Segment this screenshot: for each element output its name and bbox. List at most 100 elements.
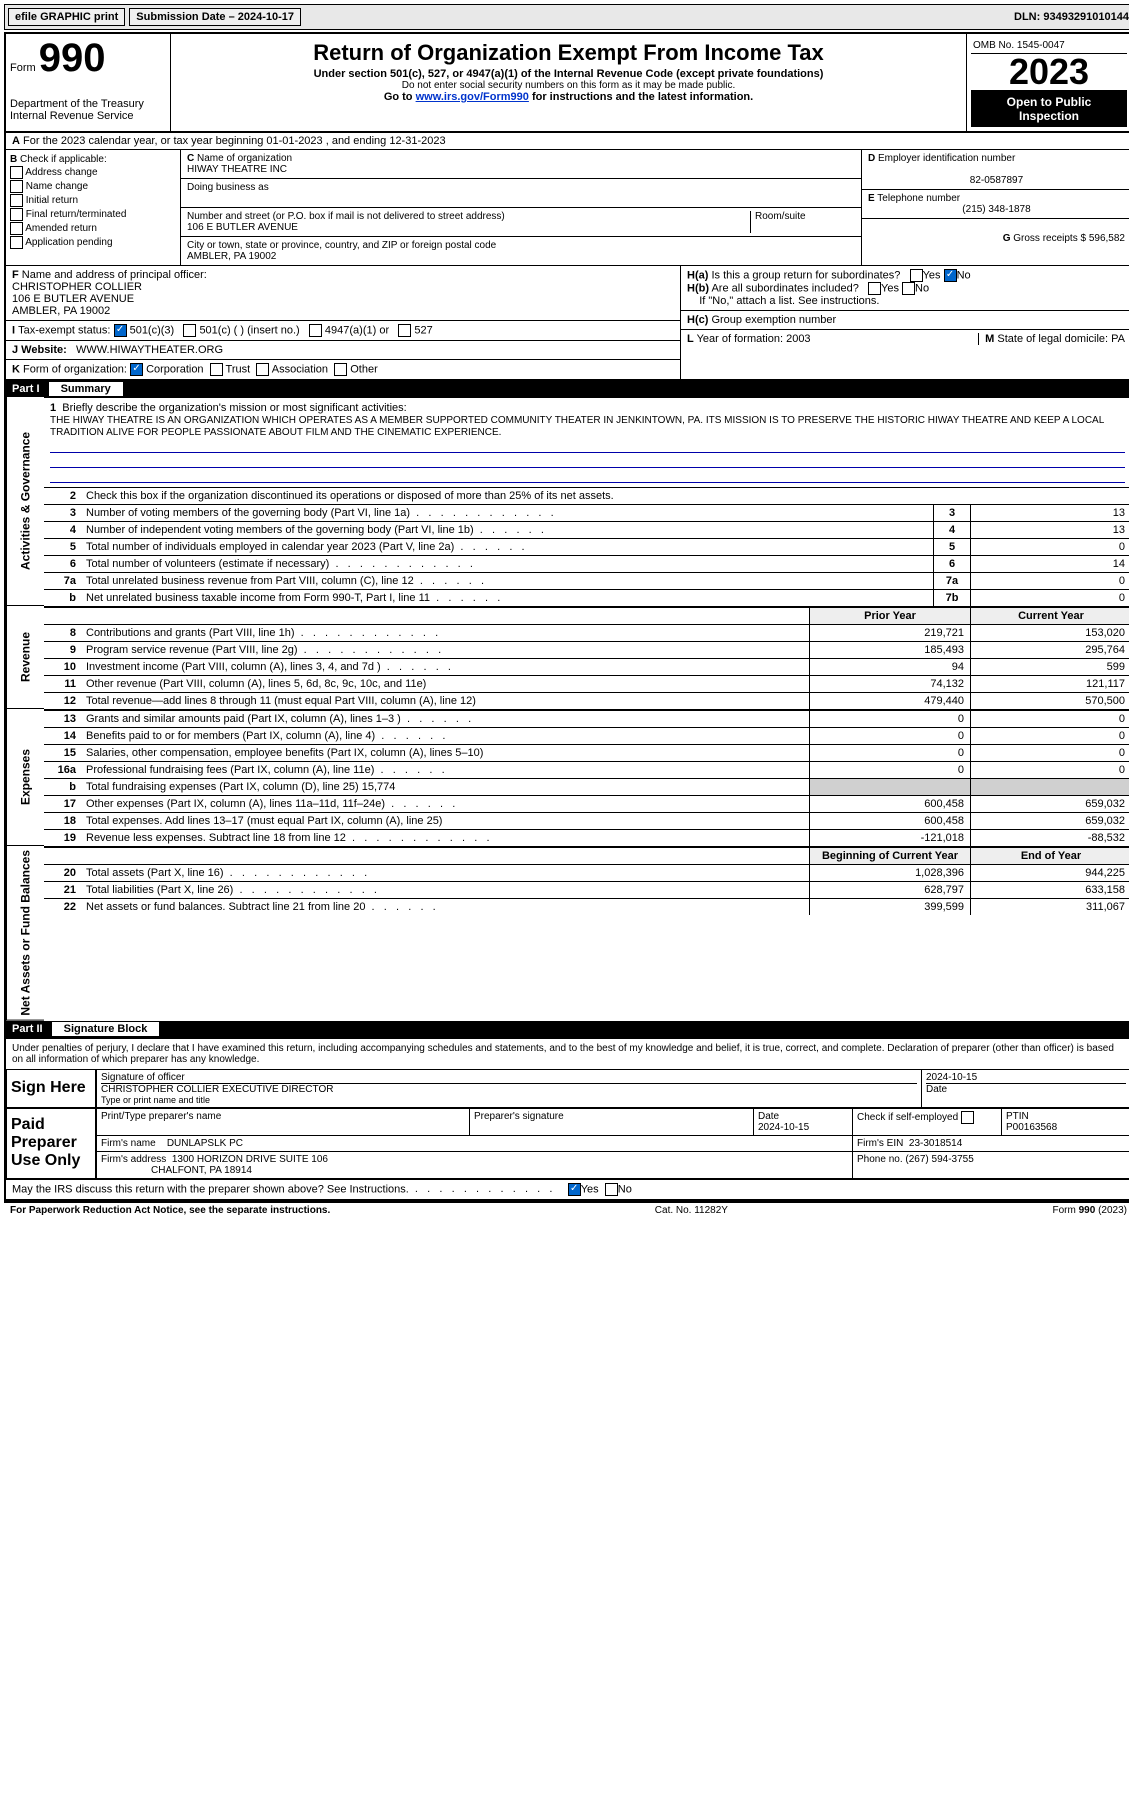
blank-line-3 <box>50 470 1125 483</box>
c20: 944,225 <box>971 865 1129 882</box>
date-label2: Date <box>758 1111 779 1122</box>
i-block: I Tax-exempt status: 501(c)(3) 501(c) ( … <box>6 321 680 341</box>
goto-line: Go to www.irs.gov/Form990 for instructio… <box>175 91 962 103</box>
checkbox-hb-no[interactable] <box>902 282 915 295</box>
l5-text: Total number of individuals employed in … <box>86 541 525 553</box>
n5: 5 <box>934 539 971 556</box>
h-block: H(a) Is this a group return for subordin… <box>681 266 1129 311</box>
gov-table: 2Check this box if the organization disc… <box>44 487 1129 606</box>
n4: 4 <box>934 522 971 539</box>
prior-hdr: Prior Year <box>810 608 971 625</box>
form-ref: Form 990 (2023) <box>1053 1205 1127 1216</box>
p12: 479,440 <box>810 693 971 710</box>
checkbox-corp[interactable] <box>130 363 143 376</box>
room-label: Room/suite <box>755 211 806 222</box>
c8: 153,020 <box>971 625 1129 642</box>
e-tel-block: E Telephone number (215) 348-1878 <box>862 190 1129 219</box>
checkbox-other[interactable] <box>334 363 347 376</box>
checkbox-discuss-no[interactable] <box>605 1183 618 1196</box>
f-name: CHRISTOPHER COLLIER <box>12 281 142 293</box>
checkbox-hb-yes[interactable] <box>868 282 881 295</box>
c21: 633,158 <box>971 882 1129 899</box>
sign-here-table: Sign Here Signature of officer CHRISTOPH… <box>6 1069 1129 1108</box>
k-other: Other <box>350 363 378 375</box>
checkbox-ha-no[interactable] <box>944 269 957 282</box>
col-right: H(a) Is this a group return for subordin… <box>681 266 1129 379</box>
l19-text: Revenue less expenses. Subtract line 18 … <box>86 832 490 844</box>
l16b-text: Total fundraising expenses (Part IX, col… <box>86 781 395 793</box>
top-bar: efile GRAPHIC print Submission Date – 20… <box>4 4 1129 30</box>
vlabel-rev: Revenue <box>6 606 44 709</box>
p15: 0 <box>810 745 971 762</box>
v7b: 0 <box>971 590 1129 607</box>
b-app: Application pending <box>25 237 112 248</box>
paid-label: Paid Preparer Use Only <box>7 1108 97 1178</box>
firm-name-cell: Firm's name DUNLAPSLK PC <box>96 1135 853 1151</box>
hc-block: H(c) Group exemption number <box>681 311 1129 330</box>
checkbox-4947[interactable] <box>309 324 322 337</box>
checkbox-address[interactable] <box>10 166 23 179</box>
checkbox-ha-yes[interactable] <box>910 269 923 282</box>
l7a-text: Total unrelated business revenue from Pa… <box>86 575 484 587</box>
begin-hdr: Beginning of Current Year <box>810 848 971 865</box>
checkbox-discuss-yes[interactable] <box>568 1183 581 1196</box>
form-subtitle: Under section 501(c), 527, or 4947(a)(1)… <box>175 68 962 80</box>
checkbox-501c3[interactable] <box>114 324 127 337</box>
i-a: 4947(a)(1) or <box>325 324 389 336</box>
paid-preparer-table: Paid Preparer Use Only Print/Type prepar… <box>6 1108 1129 1179</box>
row-a-text: For the 2023 calendar year, or tax year … <box>23 135 446 147</box>
p17: 600,458 <box>810 796 971 813</box>
checkbox-527[interactable] <box>398 324 411 337</box>
l7b-text: Net unrelated business taxable income fr… <box>86 592 500 604</box>
p11: 74,132 <box>810 676 971 693</box>
checkbox-self-emp[interactable] <box>961 1111 974 1124</box>
submission-date-button[interactable]: Submission Date – 2024-10-17 <box>129 8 301 26</box>
c16b <box>971 779 1129 796</box>
tax-year: 2023 <box>971 54 1127 91</box>
checkbox-initial[interactable] <box>10 194 23 207</box>
summary-grid: Activities & Governance 1 Briefly descri… <box>6 397 1129 1021</box>
p19: -121,018 <box>810 830 971 847</box>
blank-line-1 <box>50 440 1125 453</box>
part1-title: Summary <box>49 382 123 396</box>
p22: 399,599 <box>810 899 971 916</box>
checkbox-app[interactable] <box>10 236 23 249</box>
i-c3: 501(c)(3) <box>130 324 175 336</box>
ein-value: 82-0587897 <box>868 175 1125 186</box>
irs-link[interactable]: www.irs.gov/Form990 <box>416 91 529 103</box>
checkbox-name[interactable] <box>10 180 23 193</box>
sig-date: 2024-10-15 <box>926 1072 1126 1084</box>
c10: 599 <box>971 659 1129 676</box>
firm-ein: 23-3018514 <box>909 1138 962 1149</box>
lm-block: L Year of formation: 2003 M State of leg… <box>681 330 1129 348</box>
efile-button[interactable]: efile GRAPHIC print <box>8 8 125 26</box>
prep-name-label: Print/Type preparer's name <box>101 1111 221 1122</box>
ptin-value: P00163568 <box>1006 1122 1057 1133</box>
exp-table: 13Grants and similar amounts paid (Part … <box>44 710 1129 846</box>
tel-value: (215) 348-1878 <box>868 204 1125 215</box>
l14-text: Benefits paid to or for members (Part IX… <box>86 730 445 742</box>
l15-text: Salaries, other compensation, employee b… <box>86 747 483 759</box>
col-left: F Name and address of principal officer:… <box>6 266 681 379</box>
p16b <box>810 779 971 796</box>
prep-date: 2024-10-15 <box>758 1122 809 1133</box>
ptin-cell: PTINP00163568 <box>1002 1108 1129 1135</box>
form-header: Form 990 Department of the Treasury Inte… <box>6 34 1129 133</box>
part1-bar: Part I Summary <box>6 381 1129 397</box>
firm-ein-label: Firm's EIN <box>857 1138 903 1149</box>
cat-no: Cat. No. 11282Y <box>655 1205 728 1216</box>
checkbox-amended[interactable] <box>10 222 23 235</box>
checkbox-501c[interactable] <box>183 324 196 337</box>
prep-date-cell: Date2024-10-15 <box>754 1108 853 1135</box>
gross-value: 596,582 <box>1089 233 1125 244</box>
check-label: Check if self-employed <box>857 1112 958 1123</box>
sign-here-label: Sign Here <box>7 1069 97 1107</box>
checkbox-final[interactable] <box>10 208 23 221</box>
org-name: HIWAY THEATRE INC <box>187 164 287 175</box>
col-c: C Name of organization HIWAY THEATRE INC… <box>181 150 861 265</box>
i-s: 527 <box>414 324 432 336</box>
checkbox-trust[interactable] <box>210 363 223 376</box>
checkbox-assoc[interactable] <box>256 363 269 376</box>
c17: 659,032 <box>971 796 1129 813</box>
c-dba-block: Doing business as <box>181 179 861 208</box>
